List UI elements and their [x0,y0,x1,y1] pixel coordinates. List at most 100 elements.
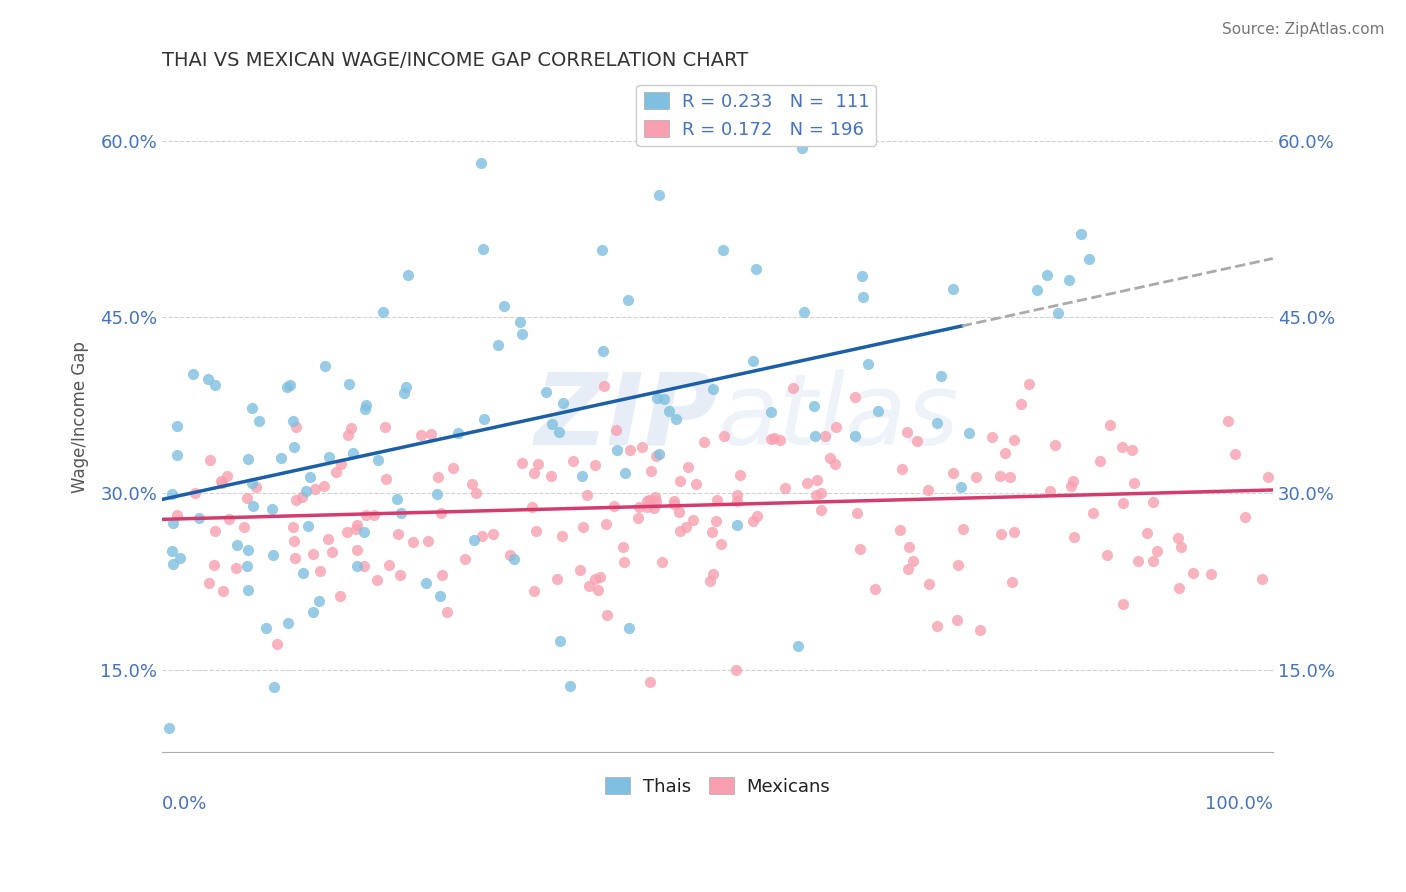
Point [643,501,665,516]
Point [198,452,221,467]
Point [741,514,763,528]
Point [804,488,827,502]
Point [346,518,368,533]
Point [1146,544,1168,558]
Point [463,533,485,547]
Point [470,156,492,170]
Point [796,475,818,490]
Point [644,491,666,505]
Point [896,425,918,439]
Point [658,404,681,418]
Point [665,411,688,425]
Point [512,327,534,342]
Point [866,404,889,418]
Point [472,412,495,426]
Text: atlas: atlas [717,368,959,466]
Point [942,282,965,296]
Point [499,548,522,562]
Text: 100.0%: 100.0% [1205,796,1272,814]
Point [157,722,180,736]
Point [162,544,184,558]
Point [387,526,409,541]
Point [619,621,641,635]
Point [628,500,651,514]
Point [225,561,247,575]
Point [547,425,569,440]
Point [595,516,617,531]
Point [389,506,412,520]
Point [929,368,952,383]
Point [814,429,837,443]
Point [636,493,658,508]
Point [325,465,347,479]
Point [676,460,699,475]
Point [1223,447,1246,461]
Point [1123,476,1146,491]
Point [236,452,259,467]
Point [596,607,619,622]
Point [353,558,375,573]
Point [1182,566,1205,581]
Point [204,524,226,538]
Point [225,538,247,552]
Point [166,508,188,523]
Point [245,480,267,494]
Point [638,493,661,508]
Point [863,582,886,596]
Point [793,305,815,319]
Point [990,527,1012,541]
Point [669,524,692,539]
Point [1002,434,1025,448]
Point [441,460,464,475]
Point [699,574,721,588]
Point [426,487,449,501]
Point [378,558,401,572]
Point [606,442,628,457]
Legend: Thais, Mexicans: Thais, Mexicans [598,770,838,803]
Point [1000,575,1022,590]
Point [1199,566,1222,581]
Point [654,392,676,406]
Point [284,493,307,508]
Point [725,517,748,532]
Point [640,464,662,478]
Point [612,540,634,554]
Point [527,457,550,471]
Point [769,433,792,447]
Point [704,514,727,528]
Point [790,141,813,155]
Point [644,494,666,508]
Point [648,188,671,202]
Point [572,520,595,534]
Point [1047,306,1070,320]
Point [314,359,336,373]
Point [745,508,768,523]
Point [304,483,326,497]
Point [897,562,920,576]
Point [1057,273,1080,287]
Point [988,469,1011,483]
Point [436,605,458,619]
Point [1000,469,1022,483]
Point [685,476,707,491]
Point [523,467,546,481]
Point [1128,554,1150,568]
Point [419,427,441,442]
Point [1036,268,1059,283]
Point [1167,531,1189,545]
Point [409,427,432,442]
Point [713,429,735,443]
Point [162,516,184,530]
Point [344,522,367,536]
Point [1142,554,1164,568]
Point [1111,440,1133,454]
Point [292,566,315,580]
Point [806,473,828,487]
Point [925,416,948,430]
Point [1010,397,1032,411]
Point [318,532,340,546]
Point [1070,227,1092,242]
Point [818,451,841,466]
Point [308,593,330,607]
Point [524,524,547,538]
